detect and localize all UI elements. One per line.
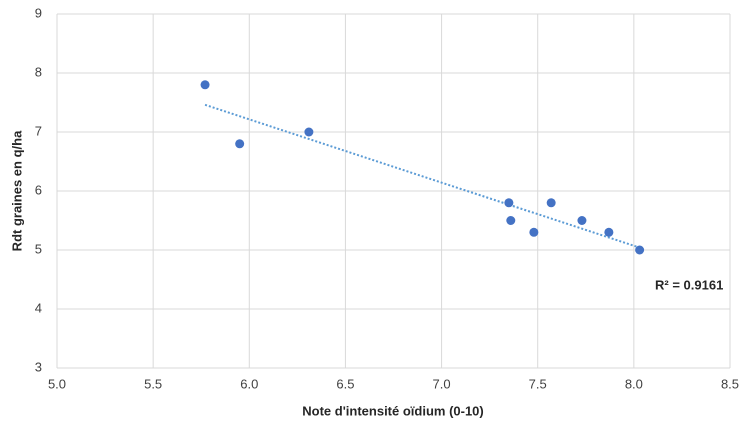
x-tick-label: 7.5	[529, 376, 547, 391]
annotation: R² = 0.9161	[655, 277, 723, 292]
y-tick-label: 4	[35, 300, 42, 315]
point	[604, 227, 614, 237]
y-tick-label: 9	[35, 5, 42, 20]
y-tick-label: 6	[35, 182, 42, 197]
y-tick-label: 5	[35, 241, 42, 256]
x-tick-label: 6.5	[336, 376, 354, 391]
point	[506, 216, 516, 225]
point	[504, 198, 514, 208]
x-tick-label: 8.0	[625, 376, 643, 391]
y-tick-label: 7	[35, 123, 42, 138]
y-axis-label: Rdt graines en q/ha	[9, 130, 24, 251]
x-tick-label: 7.0	[433, 376, 451, 391]
x-tick-label: 8.5	[721, 376, 739, 391]
point	[235, 139, 245, 149]
trendline	[204, 103, 640, 249]
point	[529, 227, 539, 237]
x-axis-label: Note d'intensité oïdium (0-10)	[302, 403, 484, 418]
point	[635, 245, 645, 255]
point	[577, 216, 587, 225]
point	[304, 127, 314, 137]
point	[546, 198, 556, 208]
point	[200, 80, 210, 90]
x-tick-label: 5.0	[48, 376, 66, 391]
x-tick-label: 6.0	[240, 376, 258, 391]
y-tick-label: 3	[35, 359, 42, 374]
x-tick-label: 5.5	[144, 376, 162, 391]
y-tick-label: 8	[35, 64, 42, 79]
